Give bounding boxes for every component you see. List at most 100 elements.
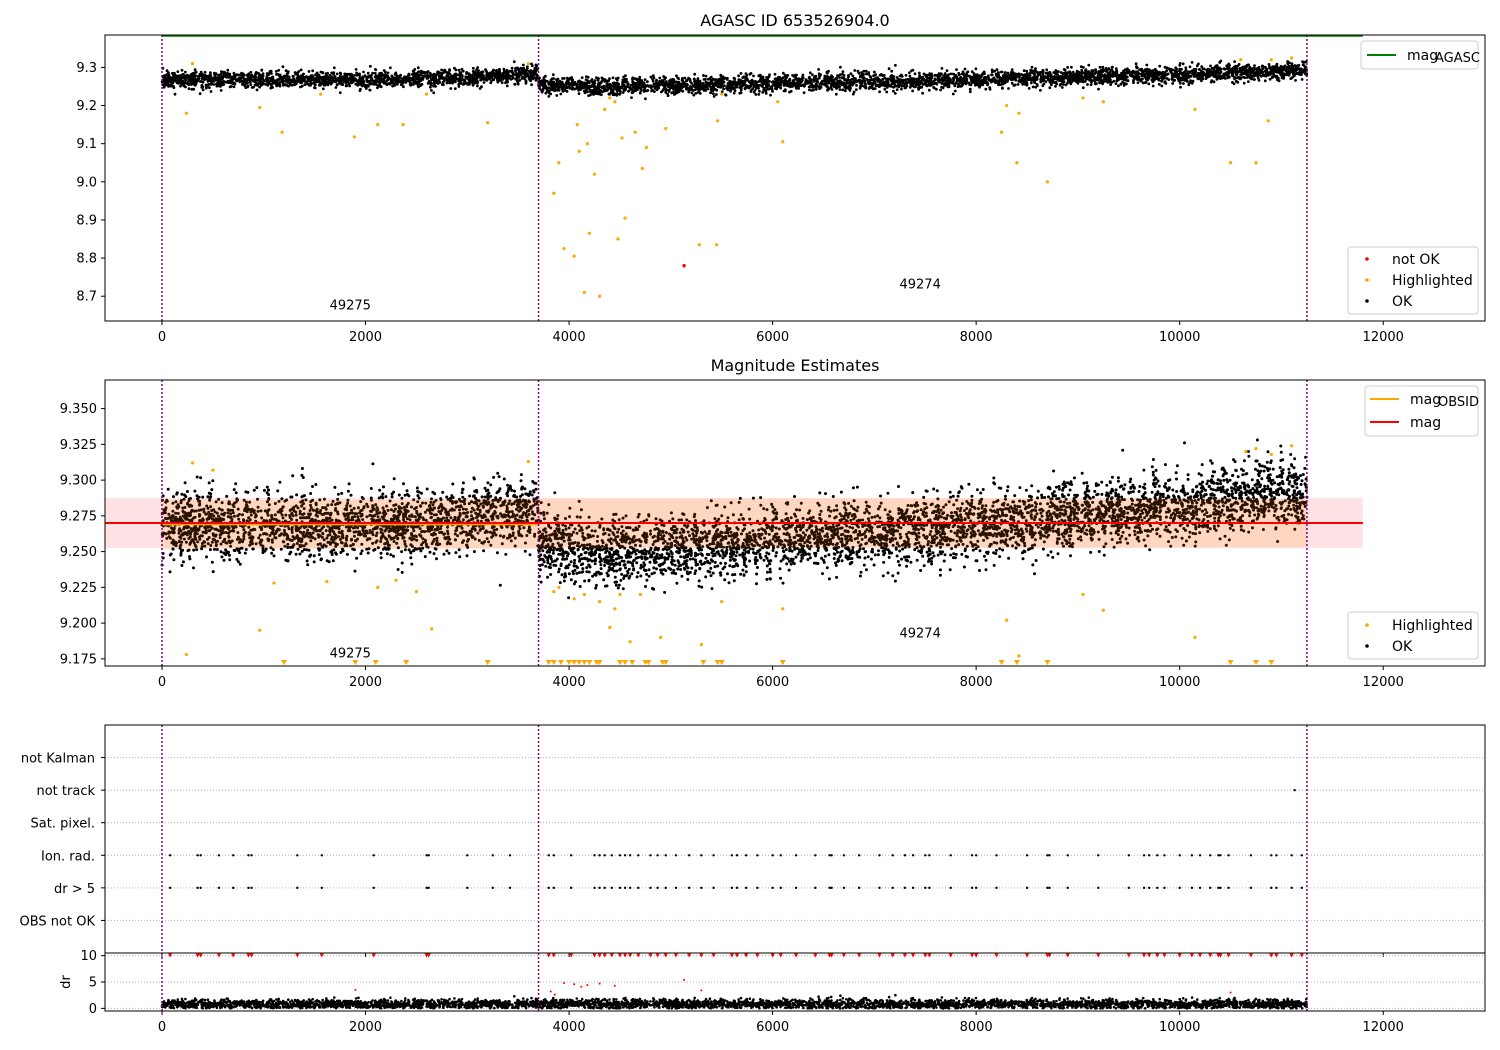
dr-clipped-marker (319, 953, 324, 958)
flag-point (1097, 886, 1100, 890)
highlighted-clipped-marker (629, 660, 636, 665)
dr-clipped-marker (231, 953, 236, 958)
dr-clipped-marker (216, 953, 221, 958)
highlighted-point (376, 123, 380, 127)
dr-clipped-marker (648, 953, 653, 958)
flag-category-label: OBS not OK (20, 914, 96, 929)
flag-point (637, 886, 640, 890)
flag-point (828, 854, 831, 857)
y-tick-label: 8.7 (76, 290, 97, 305)
x-tick-label: 8000 (960, 675, 993, 690)
flag-point (552, 886, 556, 890)
highlighted-point (430, 627, 434, 631)
flag-point (508, 854, 512, 857)
flag-point (1290, 854, 1293, 857)
flag-point (1227, 854, 1230, 857)
flag-point (700, 886, 703, 890)
highlighted-point (633, 130, 637, 134)
flag-point (830, 886, 833, 890)
dr-clipped-marker (857, 953, 862, 958)
dr-not-ok-point (586, 984, 589, 987)
dr-clipped-marker (1065, 953, 1070, 958)
highlighted-point (572, 597, 576, 601)
legend-label: mag (1410, 392, 1441, 408)
highlighted-clipped-marker (484, 660, 491, 665)
highlighted-point (572, 254, 576, 258)
highlighted-point (659, 635, 663, 640)
dr-clipped-marker (1162, 953, 1167, 958)
flag-point (911, 854, 915, 857)
highlighted-clipped-marker (662, 660, 669, 665)
flag-point (1046, 886, 1049, 890)
flag-point (1217, 854, 1220, 857)
flag-point (1219, 854, 1222, 857)
obsid-label: 49275 (330, 646, 371, 661)
dr-clipped-marker (617, 953, 622, 958)
flag-point (949, 886, 952, 890)
flag-point (1300, 886, 1304, 890)
flag-point (1147, 886, 1151, 890)
x-tick-label: 6000 (756, 330, 789, 345)
dr-clipped-marker (636, 953, 641, 958)
flag-point (771, 886, 774, 890)
highlighted-point (720, 600, 724, 604)
flag-point (903, 886, 907, 890)
flag-point (1249, 854, 1253, 857)
flag-point (744, 854, 748, 857)
flag-point (842, 886, 846, 890)
flags-axes-frame (104, 724, 1486, 954)
highlighted-point (424, 92, 429, 96)
dr-clipped-marker (1025, 953, 1030, 958)
highlighted-clipped-marker (1013, 660, 1020, 665)
dr-clipped-marker (1289, 953, 1294, 958)
dr-clipped-marker (609, 953, 614, 958)
x-tick-label: 12000 (1363, 1020, 1404, 1035)
highlighted-point (376, 585, 380, 589)
obsid-label: 49274 (899, 278, 940, 293)
flag-point (744, 886, 748, 890)
highlighted-point (598, 294, 602, 298)
highlighted-point (1254, 161, 1258, 165)
flag-point (598, 854, 601, 857)
x-tick-label: 0 (158, 1020, 166, 1035)
dr-not-ok-point (354, 988, 357, 991)
flag-point (1025, 854, 1029, 857)
dr-clipped-marker (426, 953, 431, 958)
highlighted-point (1081, 96, 1085, 100)
x-tick-label: 4000 (553, 675, 586, 690)
x-tick-label: 6000 (756, 1020, 789, 1035)
dr-clipped-marker (546, 953, 551, 958)
flag-point (949, 854, 952, 857)
highlighted-point (720, 92, 724, 96)
legend-point-swatch (1365, 644, 1369, 648)
obsid-label: 49275 (330, 299, 371, 314)
highlighted-clipped-marker (566, 660, 573, 665)
dr-clipped-marker (948, 953, 953, 958)
highlighted-clipped-marker (281, 660, 288, 665)
flag-point (1198, 854, 1202, 857)
dr-clipped-marker (673, 953, 678, 958)
highlighted-clipped-marker (779, 660, 786, 665)
y-tick-label: 0 (89, 1002, 97, 1017)
flag-point (547, 854, 550, 857)
highlighted-point (1045, 180, 1049, 184)
highlighted-clipped-marker (352, 660, 359, 665)
top-line-legend (1360, 40, 1479, 70)
x-tick-label: 10000 (1159, 330, 1200, 345)
flag-point (970, 886, 974, 890)
ok-points (160, 438, 1309, 600)
highlighted-point (526, 62, 530, 66)
highlighted-point (1269, 452, 1273, 456)
dr-plot-area (105, 953, 1485, 1010)
highlighted-point (258, 628, 262, 632)
flag-point (637, 854, 640, 857)
middle-axes-frame (104, 379, 1486, 667)
highlighted-point (1193, 107, 1197, 111)
dr-clipped-marker (168, 953, 173, 958)
flag-point (1048, 886, 1051, 890)
legend-point-swatch (1365, 257, 1369, 261)
flag-point (974, 886, 978, 890)
highlighted-point (1081, 592, 1085, 597)
flag-point (196, 886, 199, 890)
flag-point (1097, 854, 1100, 857)
